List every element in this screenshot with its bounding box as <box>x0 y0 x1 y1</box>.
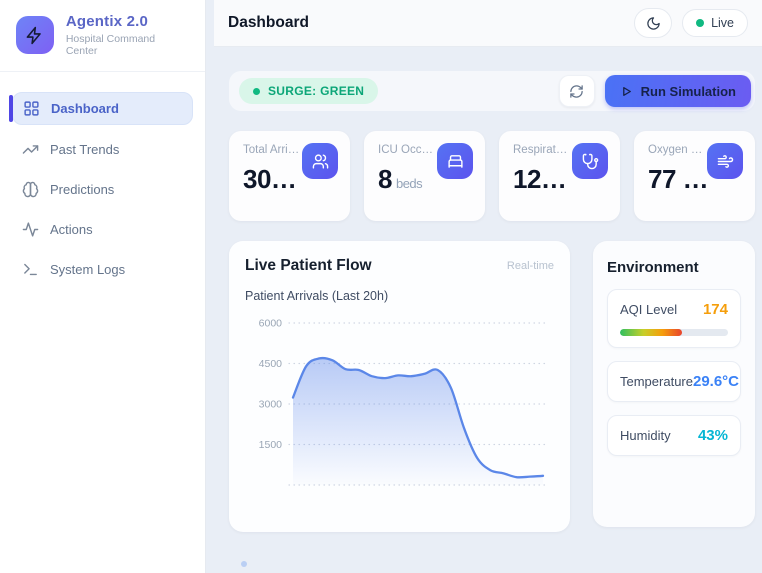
temperature-value: 29.6°C <box>692 373 740 390</box>
sidebar: Agentix 2.0 Hospital Command Center Dash… <box>0 0 206 573</box>
surge-dot-icon <box>253 87 260 95</box>
bed-icon <box>437 143 473 179</box>
aqi-metric-card: AQI Level 174 <box>607 289 741 348</box>
humidity-metric-card: Humidity 43% <box>607 415 741 456</box>
stat-card-total-arrivals: Total Arri… 30… <box>229 131 350 221</box>
stat-value: 77 … <box>648 164 709 194</box>
sidebar-nav: Dashboard Past Trends Predictions Action… <box>0 78 205 308</box>
stat-label: Oxygen … <box>648 144 703 156</box>
brain-icon <box>22 181 39 198</box>
stat-label: ICU Occ… <box>378 144 433 156</box>
environment-panel: Environment AQI Level 174 Temperature 29… <box>593 241 755 527</box>
brand: Agentix 2.0 Hospital Command Center <box>0 0 205 71</box>
stat-card-respiratory: Respirat… 12… <box>499 131 620 221</box>
aqi-value: 174 <box>702 301 728 318</box>
sidebar-item-label: System Logs <box>50 262 126 277</box>
temperature-metric-card: Temperature 29.6°C <box>607 361 741 402</box>
aqi-label: AQI Level <box>620 302 678 317</box>
moon-icon <box>646 16 661 31</box>
surge-status-badge: SURGE: GREEN <box>239 78 379 104</box>
live-dot-icon <box>696 19 705 27</box>
chart-subtitle: Patient Arrivals (Last 20h) <box>245 289 389 303</box>
wind-icon <box>707 143 743 179</box>
terminal-icon <box>22 261 39 278</box>
sidebar-item-label: Actions <box>50 222 93 237</box>
run-simulation-label: Run Simulation <box>640 83 736 99</box>
activity-icon <box>22 221 39 238</box>
stat-label: Total Arri… <box>243 144 298 156</box>
stat-suffix: beds <box>395 176 423 191</box>
humidity-value: 43% <box>697 427 728 444</box>
app-title: Agentix 2.0 <box>65 13 149 30</box>
live-patient-flow-card: Live Patient Flow Real-time Patient Arri… <box>229 241 570 532</box>
stat-value: 30… <box>243 164 297 194</box>
realtime-badge: Real-time <box>506 260 554 272</box>
live-status-badge: Live <box>682 9 748 37</box>
sidebar-item-label: Dashboard <box>51 101 119 116</box>
topbar: Dashboard Live <box>214 0 762 47</box>
stat-card-oxygen: Oxygen … 77 … <box>634 131 755 221</box>
dark-mode-button[interactable] <box>634 8 673 38</box>
patient-flow-chart: 6000 4500 3000 1500 <box>245 311 554 499</box>
svg-text:6000: 6000 <box>259 318 283 330</box>
bolt-icon <box>25 26 44 45</box>
aqi-bar-track <box>620 329 728 336</box>
sidebar-item-predictions[interactable]: Predictions <box>12 174 193 205</box>
surge-banner: SURGE: GREEN Run Simulation <box>229 71 755 111</box>
users-icon <box>302 143 338 179</box>
app-subtitle: Hospital Command Center <box>65 33 156 57</box>
flow-card-title: Live Patient Flow <box>245 257 372 274</box>
svg-text:4500: 4500 <box>259 358 283 370</box>
surge-status-label: SURGE: GREEN <box>268 84 365 98</box>
page-title: Dashboard <box>228 14 309 31</box>
stat-value: 8 beds <box>378 164 423 194</box>
humidity-label: Humidity <box>620 428 671 443</box>
run-simulation-button[interactable]: Run Simulation <box>604 75 751 107</box>
app-logo <box>16 16 54 54</box>
stat-card-icu-occupancy: ICU Occ… 8 beds <box>364 131 485 221</box>
temperature-label: Temperature <box>620 374 693 389</box>
dashboard-content: SURGE: GREEN Run Simulation Tota <box>214 47 762 532</box>
stats-row: Total Arri… 30… ICU Occ… 8 beds Respirat…… <box>229 131 755 221</box>
stat-label: Respirat… <box>513 144 568 156</box>
sidebar-item-system-logs[interactable]: System Logs <box>12 254 193 285</box>
dashboard-grid-icon <box>23 100 40 117</box>
stethoscope-icon <box>572 143 608 179</box>
refresh-button[interactable] <box>558 75 595 107</box>
scroll-peek-dot <box>241 561 247 567</box>
live-label: Live <box>711 16 734 30</box>
sidebar-item-label: Past Trends <box>50 142 120 157</box>
trending-up-icon <box>22 141 39 158</box>
refresh-icon <box>569 84 584 99</box>
stat-value: 12… <box>513 164 567 194</box>
charts-row: Live Patient Flow Real-time Patient Arri… <box>229 241 755 532</box>
svg-text:3000: 3000 <box>259 399 283 411</box>
main-area: Dashboard Live SURGE: GREEN <box>206 0 762 573</box>
sidebar-item-dashboard[interactable]: Dashboard <box>9 92 193 125</box>
sidebar-divider <box>0 71 205 72</box>
play-icon <box>620 85 633 98</box>
svg-text:1500: 1500 <box>259 439 283 451</box>
sidebar-item-past-trends[interactable]: Past Trends <box>12 134 193 165</box>
aqi-bar-fill <box>620 329 682 336</box>
environment-title: Environment <box>607 259 699 276</box>
sidebar-item-actions[interactable]: Actions <box>12 214 193 245</box>
sidebar-item-label: Predictions <box>50 182 115 197</box>
